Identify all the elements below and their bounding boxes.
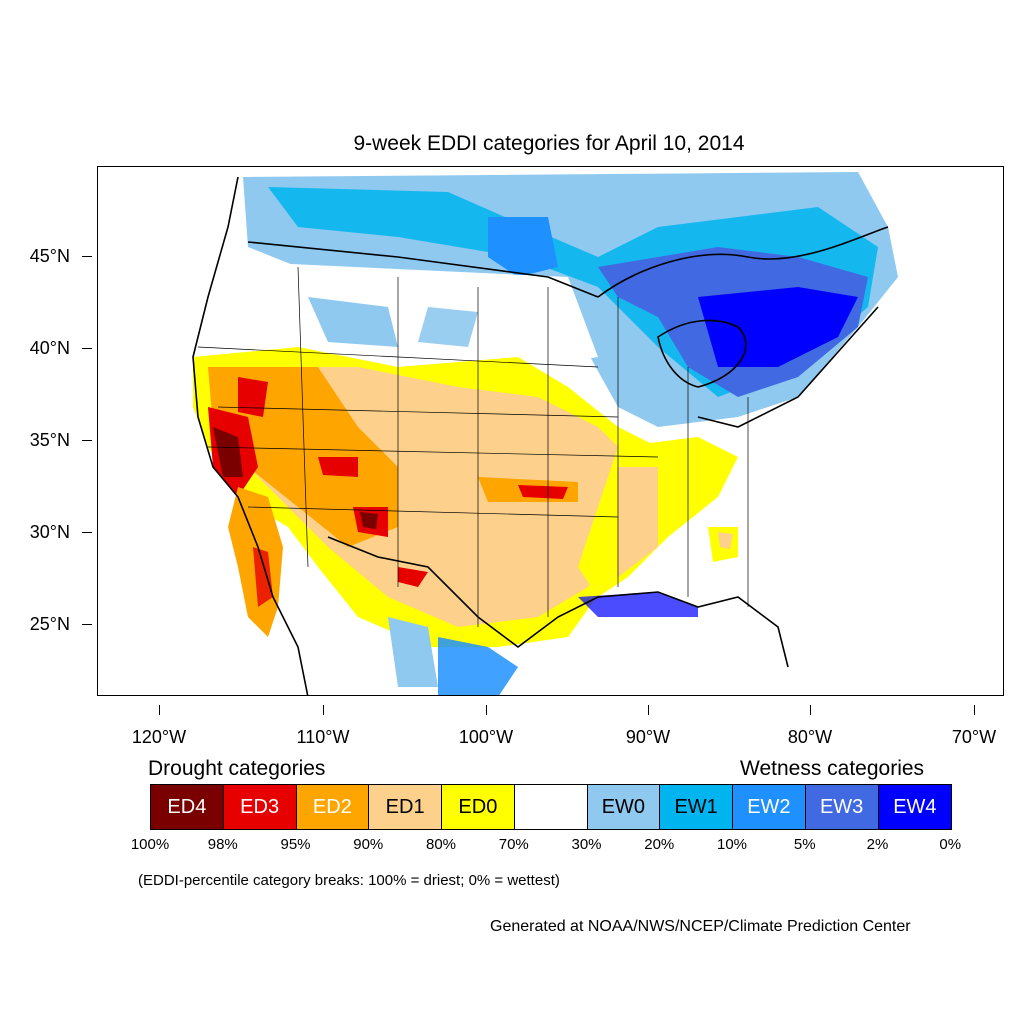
legend-break-label: 10%: [716, 836, 748, 853]
legend-swatch: EW2: [733, 785, 806, 829]
legend-break-label: 100%: [130, 836, 170, 853]
legend-break-label: 98%: [207, 836, 238, 853]
wetness-heading: Wetness categories: [740, 757, 925, 780]
legend-break-label: 0%: [939, 836, 962, 853]
legend-break-label: 80%: [425, 836, 457, 853]
lon-tick: [648, 705, 649, 715]
lon-label-120w: 120°W: [131, 727, 187, 747]
legend-swatch: EW0: [587, 785, 661, 829]
legend-break-label: 90%: [353, 836, 384, 853]
legend-swatch: EW4: [878, 785, 952, 829]
conus-map-graphic: [192, 172, 898, 695]
lon-label-70w: 70°W: [951, 727, 997, 747]
lon-label-90w: 90°W: [625, 727, 671, 747]
lon-tick: [159, 705, 160, 715]
legend-swatch: ED4: [151, 785, 224, 829]
lon-label-80w: 80°W: [787, 727, 833, 747]
lon-label-100w: 100°W: [458, 727, 514, 747]
lat-label-30n: 30°N: [29, 522, 70, 542]
legend-swatch: EW1: [660, 785, 733, 829]
eddi-map: [97, 166, 1004, 696]
lat-tick: [82, 256, 92, 257]
lon-tick: [486, 705, 487, 715]
category-legend-bar: ED4 ED3 ED2 ED1 ED0 EW0 EW1 EW2 EW3 EW4: [150, 784, 953, 830]
legend-swatch: [514, 785, 588, 829]
credit-line: Generated at NOAA/NWS/NCEP/Climate Predi…: [490, 918, 911, 935]
legend-break-label: 20%: [644, 836, 675, 853]
lat-label-45n: 45°N: [29, 246, 70, 266]
lat-label-40n: 40°N: [29, 338, 70, 358]
legend-swatch: EW3: [805, 785, 879, 829]
legend-swatch: ED1: [369, 785, 442, 829]
legend-break-label: 5%: [793, 836, 816, 853]
lon-label-110w: 110°W: [296, 727, 350, 747]
legend-swatch: ED3: [223, 785, 297, 829]
legend-break-label: 30%: [571, 836, 602, 853]
drought-heading: Drought categories: [148, 757, 326, 780]
legend-break-label: 70%: [498, 836, 529, 853]
legend-swatch: ED2: [296, 785, 370, 829]
lat-label-25n: 25°N: [29, 614, 70, 634]
lat-label-35n: 35°N: [29, 430, 70, 450]
map-title: 9-week EDDI categories for April 10, 201…: [353, 132, 745, 155]
lat-tick: [82, 624, 92, 625]
lat-tick: [82, 348, 92, 349]
category-note: (EDDI-percentile category breaks: 100% =…: [138, 872, 560, 889]
legend-swatch: ED0: [442, 785, 515, 829]
legend-break-label: 95%: [280, 836, 311, 853]
lon-tick: [323, 705, 324, 715]
lon-tick: [810, 705, 811, 715]
lat-tick: [82, 532, 92, 533]
lat-tick: [82, 440, 92, 441]
legend-break-label: 2%: [866, 836, 889, 853]
lon-tick: [974, 705, 975, 715]
